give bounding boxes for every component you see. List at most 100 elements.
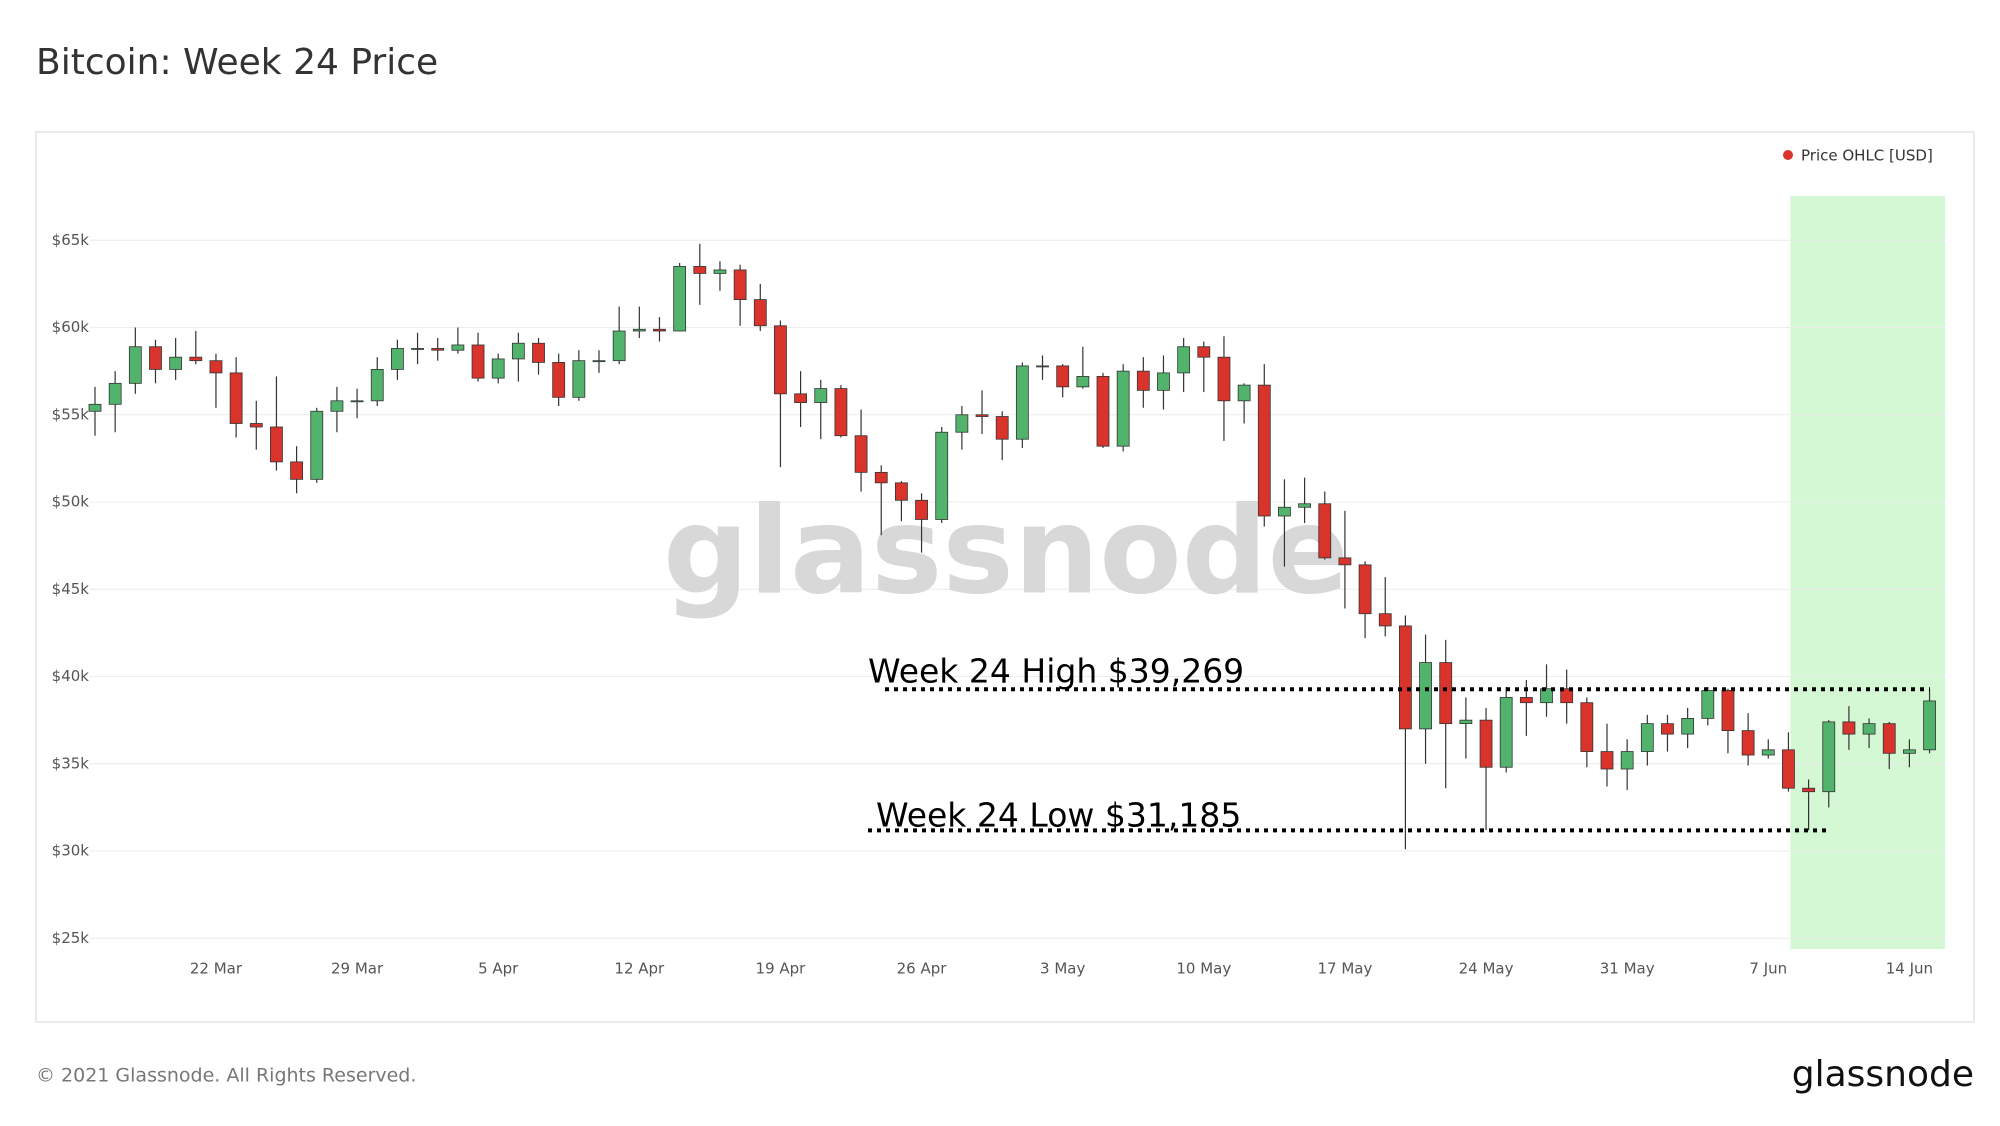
candle-body — [1600, 751, 1614, 770]
x-tick-label: 5 Apr — [478, 960, 519, 978]
candle-body — [350, 400, 364, 403]
candle-body — [1499, 697, 1513, 768]
candle-body — [592, 360, 606, 363]
x-tick-label: 10 May — [1176, 960, 1231, 978]
candle-body — [1822, 721, 1836, 793]
candle-body — [511, 342, 525, 360]
candle-body — [209, 360, 223, 374]
candle-body — [693, 266, 707, 274]
candle-body — [1459, 719, 1473, 725]
candle-body — [249, 423, 263, 428]
candle-body — [1015, 365, 1029, 440]
candle-body — [330, 400, 344, 412]
y-tick-label: $50k — [52, 493, 90, 511]
candle-body — [713, 269, 727, 274]
x-tick-label: 3 May — [1040, 960, 1085, 978]
candle-body — [1540, 688, 1553, 704]
candle-body — [1116, 370, 1130, 447]
candle-body — [1439, 662, 1453, 725]
candle-body — [733, 269, 747, 301]
candle-body — [1136, 370, 1150, 391]
candle-body — [1257, 384, 1271, 517]
candle-body — [390, 348, 404, 370]
x-tick-label: 14 Jun — [1886, 960, 1933, 978]
y-tick-label: $25k — [52, 929, 90, 947]
candle-body — [149, 346, 162, 370]
legend-label: Price OHLC [USD] — [1801, 147, 1933, 165]
watermark: glassnode — [663, 483, 1349, 622]
candle-body — [632, 328, 646, 332]
y-tick-label: $65k — [52, 231, 90, 249]
candle-body — [552, 362, 566, 398]
chart-title: Bitcoin: Week 24 Price — [36, 42, 438, 83]
annotation-label: Week 24 High $39,269 — [868, 652, 1244, 691]
candle-body — [1278, 506, 1291, 517]
candle-body — [895, 482, 908, 501]
candle-body — [189, 356, 203, 362]
candle-body — [1701, 690, 1715, 719]
candle-body — [935, 431, 949, 520]
candle-body — [1519, 697, 1533, 704]
candle-body — [753, 299, 767, 327]
candle-body — [955, 414, 969, 433]
y-tick-label: $30k — [52, 842, 90, 860]
candle-body — [1721, 690, 1735, 732]
candle-body — [1217, 356, 1231, 402]
candle-body — [451, 344, 465, 351]
x-tick-label: 22 Mar — [190, 960, 243, 978]
candle-body — [1640, 723, 1654, 752]
logo: glassnode — [1792, 1054, 1974, 1095]
candle-body — [1036, 365, 1049, 368]
candle-body — [814, 388, 828, 403]
candle-body — [1298, 503, 1311, 508]
chart-frame — [35, 131, 1975, 1023]
x-tick-label: 29 Mar — [331, 960, 384, 978]
candle-body — [1661, 723, 1674, 735]
candle-body — [975, 414, 989, 417]
candle-body — [572, 360, 586, 398]
candle-body — [673, 266, 687, 332]
candle-body — [1378, 613, 1392, 627]
x-tick-label: 12 Apr — [614, 960, 665, 978]
candle-body — [653, 328, 666, 332]
candle-body — [1177, 346, 1191, 374]
candle-body — [794, 393, 807, 403]
candle-body — [1318, 503, 1332, 559]
candle-body — [290, 461, 304, 480]
candle-body — [370, 369, 384, 402]
legend-marker — [1783, 150, 1793, 160]
candle-body — [1197, 346, 1211, 358]
candle-body — [854, 435, 868, 473]
x-tick-label: 31 May — [1600, 960, 1655, 978]
x-tick-label: 24 May — [1459, 960, 1514, 978]
y-tick-label: $55k — [52, 405, 90, 423]
x-tick-label: 17 May — [1317, 960, 1372, 978]
candle-body — [471, 344, 485, 379]
candle-body — [310, 410, 324, 480]
candle-body — [1076, 375, 1090, 388]
candle-body — [108, 382, 122, 405]
candle-body — [915, 499, 928, 520]
candle-body — [1338, 557, 1352, 566]
y-tick-label: $40k — [52, 667, 90, 685]
y-tick-label: $45k — [52, 580, 90, 598]
candle-body — [1399, 625, 1412, 730]
candle-body — [88, 403, 102, 412]
candle-body — [1882, 723, 1896, 754]
candle-body — [612, 330, 626, 362]
annotation-label: Week 24 Low $31,185 — [876, 796, 1241, 835]
candle-body — [1237, 384, 1251, 402]
x-tick-label: 7 Jun — [1749, 960, 1787, 978]
candle-body — [834, 388, 848, 437]
candle-body — [491, 358, 505, 379]
candle-body — [1580, 702, 1594, 752]
candle-body — [1903, 749, 1916, 754]
candle-body — [774, 325, 787, 395]
candle-body — [1782, 749, 1795, 789]
candle-body — [270, 426, 283, 463]
candle-body — [995, 416, 1009, 440]
candle-body — [1802, 787, 1815, 793]
candle-body — [229, 372, 243, 424]
candle-body — [169, 356, 183, 370]
